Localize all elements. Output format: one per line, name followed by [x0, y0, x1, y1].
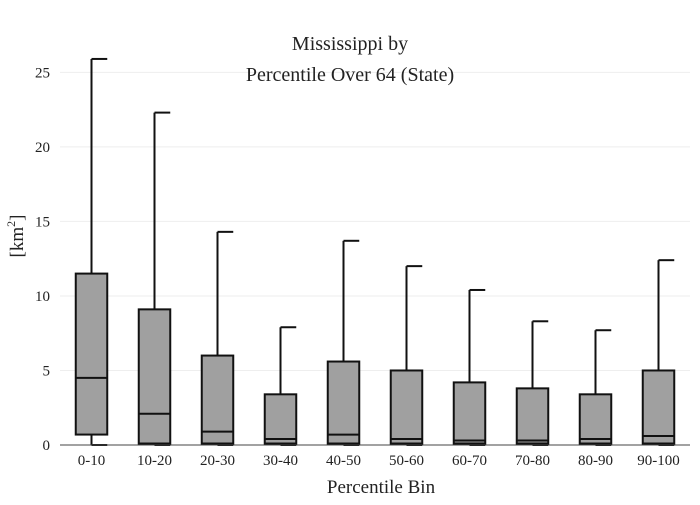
x-tick-label: 80-90 [578, 453, 613, 469]
iqr-box [452, 381, 487, 445]
x-tick-label: 50-60 [389, 453, 424, 469]
iqr-box [641, 369, 676, 445]
box-group [74, 57, 109, 446]
y-tick-label: 10 [35, 289, 50, 305]
y-tick-label: 15 [35, 214, 50, 230]
y-axis-label-superscript: 2 [4, 221, 18, 227]
x-tick-label: 0-10 [78, 453, 106, 469]
x-tick-label: 10-20 [137, 453, 172, 469]
grid-layer [60, 71, 690, 371]
iqr-box [326, 360, 361, 445]
box-group [452, 288, 487, 446]
box-group [578, 329, 613, 446]
iqr-box [389, 369, 424, 445]
box-group [515, 320, 550, 446]
x-tick-label: 90-100 [637, 453, 680, 469]
chart-title-line-2: Percentile Over 64 (State) [246, 64, 454, 86]
iqr-box [578, 393, 613, 445]
y-tick-label: 20 [35, 140, 50, 156]
x-tick-label: 70-80 [515, 453, 550, 469]
x-tick-label: 40-50 [326, 453, 361, 469]
y-tick-label: 5 [43, 363, 51, 379]
box-group [326, 239, 361, 446]
iqr-box [515, 387, 550, 445]
iqr-box [200, 354, 235, 445]
iqr-box [74, 272, 109, 436]
x-axis-label: Percentile Bin [327, 477, 436, 498]
box-layer [74, 57, 676, 446]
y-tick-label: 25 [35, 65, 50, 81]
chart-title-line-1: Mississippi by [292, 33, 408, 55]
y-tick-label: 0 [43, 438, 51, 454]
box-group [137, 111, 172, 446]
iqr-box [137, 308, 172, 445]
iqr-box [263, 393, 298, 445]
y-axis-label-end: ] [7, 215, 28, 221]
x-tick-label: 60-70 [452, 453, 487, 469]
box-group [389, 265, 424, 446]
box-group [641, 259, 676, 446]
x-tick-label: 20-30 [200, 453, 235, 469]
axis-layer: 0 5 10 15 20 25 0-10 10-20 20-30 30-40 40-50 50-60 6… [35, 65, 690, 469]
box-group [200, 230, 235, 446]
box-group [263, 326, 298, 446]
y-axis-label-base: [km [7, 227, 28, 258]
x-tick-label: 30-40 [263, 453, 298, 469]
y-axis-label: [km2] [4, 215, 28, 258]
